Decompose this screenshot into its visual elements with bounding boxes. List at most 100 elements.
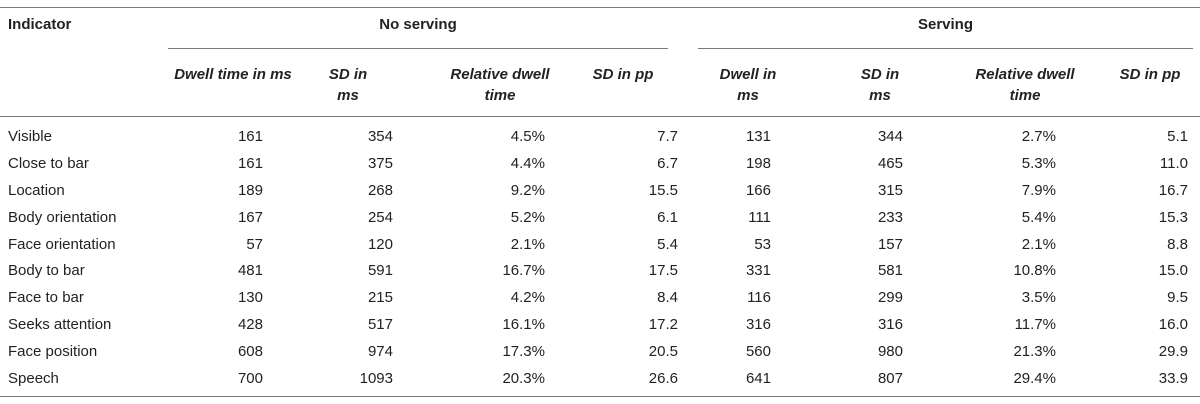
table-row: Face to bar 130 215 4.2% 8.4 116 299 3.5% 9.5 <box>0 284 1188 311</box>
s-sdpp-cell: 11.0 <box>1159 154 1188 172</box>
s-dwell-cell: 641 <box>745 369 771 387</box>
serving-underline <box>698 48 1193 49</box>
ns-sd-cell: 120 <box>367 235 393 253</box>
ns-dwell-cell: 428 <box>237 316 263 334</box>
s-sdpp-cell: 9.5 <box>1167 289 1188 307</box>
s-dwell-cell: 131 <box>745 127 771 145</box>
indicator-label: Close to bar <box>8 154 89 172</box>
ns-sdpp-cell: 7.7 <box>657 127 678 145</box>
ns-sd-cell: 268 <box>367 181 393 199</box>
s-rel-cell: 3.5% <box>1021 289 1056 307</box>
ns-sd-cell: 591 <box>367 262 393 280</box>
s-sd-cell: 299 <box>877 289 903 307</box>
s-rel-cell: 2.1% <box>1021 235 1056 253</box>
indicator-label: Face to bar <box>8 289 84 307</box>
s-sdpp-cell: 5.1 <box>1167 127 1188 145</box>
s-dwell-cell: 560 <box>745 343 771 361</box>
top-rule <box>0 7 1200 8</box>
ns-rel-cell: 4.4% <box>510 154 545 172</box>
s-sd-header: SD in ms <box>860 66 900 104</box>
indicator-label: Face orientation <box>8 235 116 253</box>
s-sd-cell: 465 <box>877 154 903 172</box>
ns-rel-cell: 5.2% <box>510 208 545 226</box>
s-dwell-header: Dwell in ms <box>719 66 777 104</box>
indicator-label: Seeks attention <box>8 316 112 334</box>
ns-sdpp-cell: 8.4 <box>657 289 678 307</box>
ns-sdpp-header: SD in pp <box>592 66 654 83</box>
s-sd-cell: 980 <box>877 343 903 361</box>
indicator-label: Speech <box>8 369 59 387</box>
table-row: Body orientation 167 254 5.2% 6.1 111 233 5.4% 1… <box>0 204 1188 231</box>
ns-sd-cell: 1093 <box>359 369 393 387</box>
ns-sd-cell: 215 <box>367 289 393 307</box>
ns-sd-cell: 254 <box>367 208 393 226</box>
ns-sd-cell: 354 <box>367 127 393 145</box>
s-rel-cell: 10.8% <box>1013 262 1056 280</box>
ns-sd-cell: 375 <box>367 154 393 172</box>
ns-sd-cell: 517 <box>367 316 393 334</box>
s-rel-cell: 5.3% <box>1021 154 1056 172</box>
data-table: Visible 161 354 4.5% 7.7 131 344 2.7% 5.1 Close t… <box>0 123 1188 392</box>
ns-dwell-cell: 161 <box>237 127 263 145</box>
indicator-label: Body orientation <box>8 208 117 226</box>
s-sdpp-cell: 16.0 <box>1158 316 1188 334</box>
ns-rel-cell: 20.3% <box>502 369 545 387</box>
s-sd-cell: 581 <box>877 262 903 280</box>
s-rel-cell: 11.7% <box>1014 316 1056 334</box>
table-row: Body to bar 481 591 16.7% 17.5 331 581 10.8% 15.… <box>0 257 1188 284</box>
indicator-label: Body to bar <box>8 262 85 280</box>
ns-sd-header: SD in ms <box>328 66 368 104</box>
ns-rel-cell: 17.3% <box>502 343 545 361</box>
ns-dwell-cell: 167 <box>237 208 263 226</box>
bottom-rule <box>0 396 1200 397</box>
s-sdpp-header: SD in pp <box>1119 66 1181 83</box>
ns-rel-cell: 16.1% <box>502 316 545 334</box>
no-serving-underline <box>168 48 668 49</box>
ns-rel-cell: 4.5% <box>510 127 545 145</box>
header-rule <box>0 116 1200 117</box>
ns-sdpp-cell: 17.2 <box>648 316 678 334</box>
s-sdpp-cell: 15.3 <box>1158 208 1188 226</box>
s-rel-cell: 29.4% <box>1013 369 1056 387</box>
indicator-label: Face position <box>8 343 98 361</box>
s-dwell-cell: 316 <box>745 316 771 334</box>
no-serving-header: No serving <box>379 16 457 33</box>
ns-sdpp-cell: 26.6 <box>648 369 678 387</box>
s-rel-cell: 21.3% <box>1013 343 1056 361</box>
s-dwell-cell: 53 <box>754 235 771 253</box>
table-row: Speech 700 1093 20.3% 26.6 641 807 29.4% 33.9 <box>0 365 1188 392</box>
s-sd-cell: 233 <box>877 208 903 226</box>
s-rel-cell: 5.4% <box>1021 208 1056 226</box>
s-sd-cell: 344 <box>877 127 903 145</box>
table-row: Close to bar 161 375 4.4% 6.7 198 465 5.3% 11.0 <box>0 150 1188 177</box>
table-row: Seeks attention 428 517 16.1% 17.2 316 316 11.7… <box>0 311 1188 338</box>
s-sdpp-cell: 8.8 <box>1167 235 1188 253</box>
table-row: Face orientation 57 120 2.1% 5.4 53 157 2.1% 8.8 <box>0 231 1188 258</box>
s-sd-cell: 315 <box>877 181 903 199</box>
s-dwell-cell: 166 <box>745 181 771 199</box>
indicator-label: Visible <box>8 127 52 145</box>
s-dwell-cell: 116 <box>747 289 771 307</box>
ns-sdpp-cell: 17.5 <box>648 262 678 280</box>
s-sd-cell: 157 <box>877 235 903 253</box>
ns-dwell-cell: 161 <box>237 154 263 172</box>
s-rel-cell: 2.7% <box>1021 127 1056 145</box>
s-rel-header: Relative dwell time <box>975 66 1075 104</box>
ns-sdpp-cell: 6.7 <box>657 154 678 172</box>
s-sdpp-cell: 16.7 <box>1158 181 1188 199</box>
s-dwell-cell: 331 <box>745 262 771 280</box>
s-sdpp-cell: 29.9 <box>1158 343 1188 361</box>
s-sd-cell: 807 <box>877 369 903 387</box>
ns-sdpp-cell: 5.4 <box>657 235 678 253</box>
s-sdpp-cell: 15.0 <box>1158 262 1188 280</box>
serving-header: Serving <box>917 16 974 33</box>
ns-sdpp-cell: 6.1 <box>657 208 678 226</box>
table-row: Visible 161 354 4.5% 7.7 131 344 2.7% 5.1 <box>0 123 1188 150</box>
ns-dwell-cell: 57 <box>246 235 263 253</box>
ns-dwell-cell: 481 <box>237 262 263 280</box>
ns-dwell-cell: 130 <box>237 289 263 307</box>
s-sdpp-cell: 33.9 <box>1158 369 1188 387</box>
s-dwell-cell: 111 <box>748 208 771 226</box>
ns-rel-cell: 9.2% <box>510 181 545 199</box>
